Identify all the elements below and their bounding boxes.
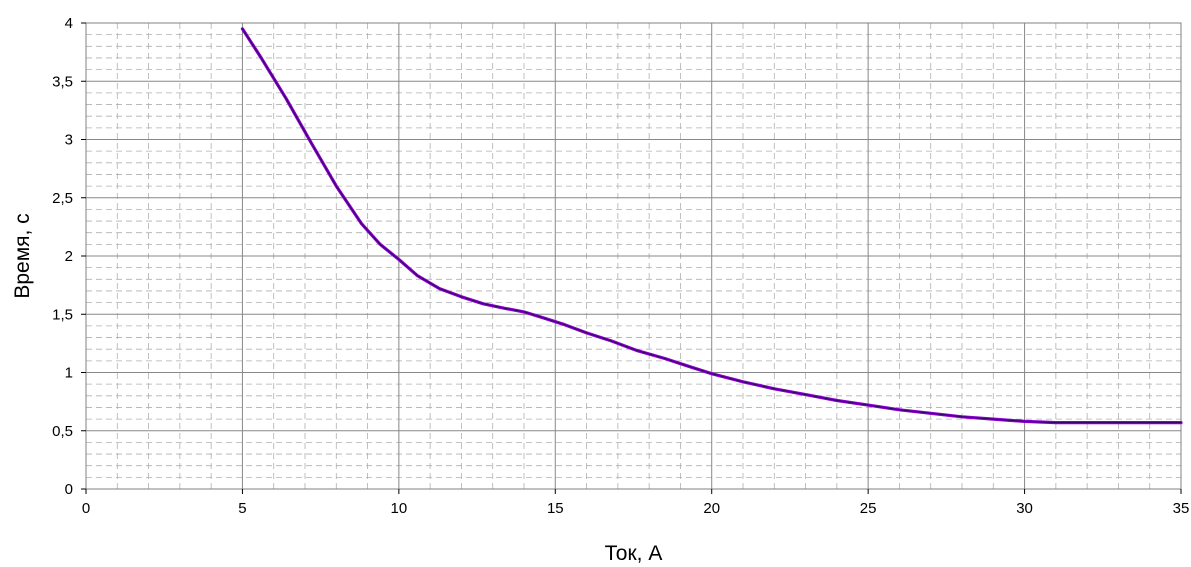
tick-marks [81, 22, 1182, 494]
y-tick-label: 3 [65, 132, 73, 149]
y-tick-label: 2 [65, 248, 73, 265]
x-tick-label: 35 [1173, 500, 1190, 517]
grid-lines [86, 23, 1181, 489]
x-tick-label: 15 [547, 500, 564, 517]
series-line-core [241, 28, 1182, 424]
x-axis-label: Ток, А [605, 542, 663, 565]
y-tick-label: 3,5 [52, 73, 73, 90]
y-tick-label: 1 [65, 365, 73, 382]
y-tick-label: 2,5 [52, 190, 73, 207]
y-tick-label: 1,5 [52, 306, 73, 323]
x-tick-label: 30 [1016, 500, 1033, 517]
y-tick-labels: 0 0,5 1 1,5 2 2,5 3 3,5 4 [52, 15, 73, 498]
x-tick-labels: 0 5 10 15 20 25 30 35 [82, 500, 1190, 517]
y-tick-label: 0,5 [52, 423, 73, 440]
y-tick-label: 0 [65, 481, 73, 498]
x-tick-label: 25 [860, 500, 877, 517]
x-tick-label: 0 [82, 500, 90, 517]
y-tick-label: 4 [65, 15, 73, 32]
x-tick-label: 5 [238, 500, 246, 517]
y-axis-label: Время, с [11, 213, 34, 298]
series-group [240, 27, 1183, 425]
x-tick-label: 20 [703, 500, 720, 517]
x-tick-label: 10 [391, 500, 408, 517]
